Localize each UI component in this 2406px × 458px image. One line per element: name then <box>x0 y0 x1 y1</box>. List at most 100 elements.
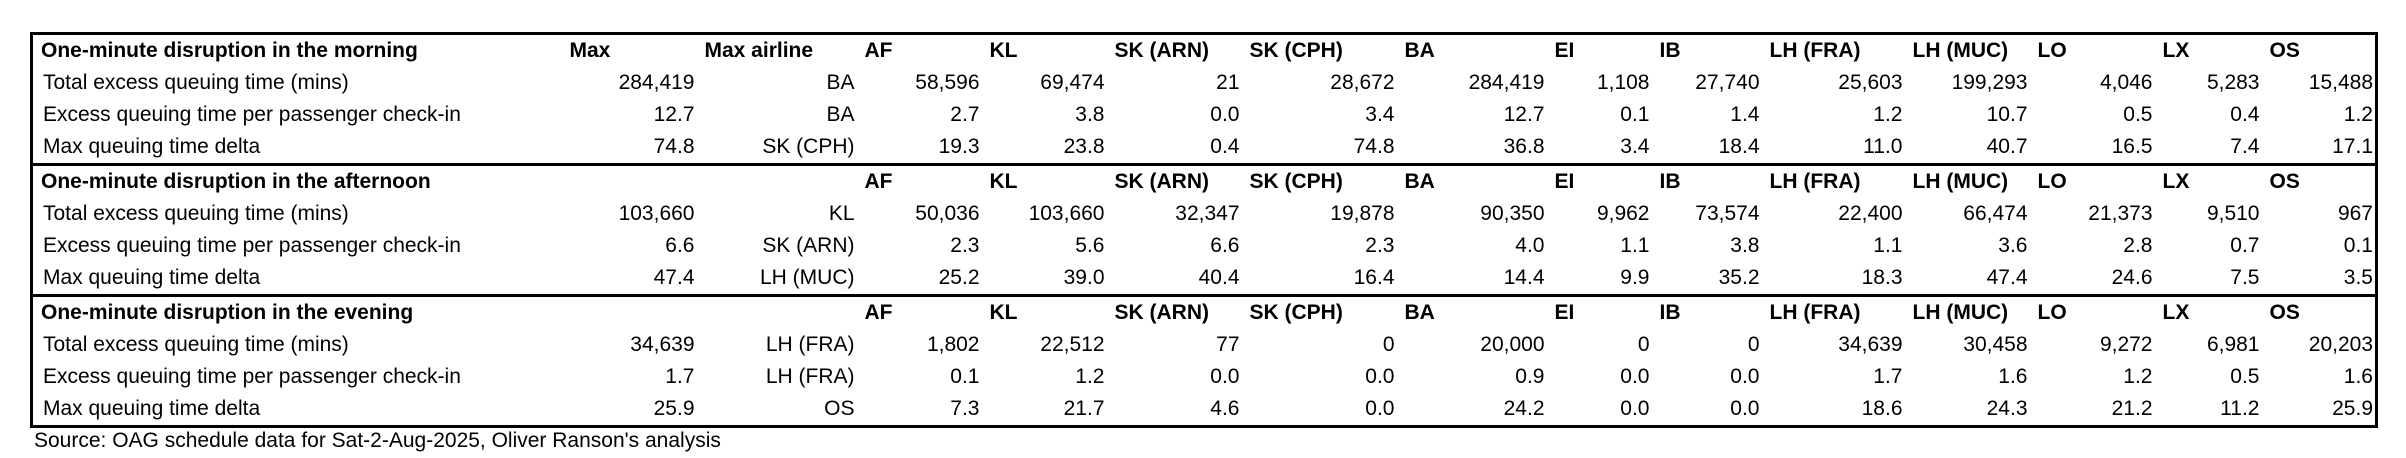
row-label: Excess queuing time per passenger check-… <box>43 365 461 388</box>
column-header-max-airline: Max airline <box>704 39 814 62</box>
value-cell: 0.0 <box>1210 365 1240 388</box>
airline-column-header: IB <box>1651 294 1762 329</box>
max-airline-cell: SK (ARN) <box>762 234 855 257</box>
value-cell: 20,000 <box>1480 333 1545 356</box>
value-cell: 1.2 <box>1873 103 1903 126</box>
row-label: Max queuing time delta <box>43 266 261 289</box>
airline-column-header: BA <box>1396 294 1547 329</box>
value-cell: 19,878 <box>1330 202 1395 225</box>
airline-column-header: EI <box>1546 294 1652 329</box>
value-cell: 1.7 <box>1873 365 1903 388</box>
empty-header-cell <box>561 294 697 329</box>
value-cell: 18.4 <box>1718 135 1760 158</box>
row-label: Total excess queuing time (mins) <box>43 333 349 356</box>
section-title: One-minute disruption in the morning <box>41 39 418 62</box>
value-cell: 0.4 <box>1210 135 1240 158</box>
value-cell: 77 <box>1216 333 1240 356</box>
column-header-max: Max <box>569 39 611 62</box>
value-cell: 74.8 <box>1353 135 1395 158</box>
value-cell: 25.2 <box>938 266 980 289</box>
table-row: Total excess queuing time (mins) 34,639 LH… <box>32 329 2377 361</box>
value-cell: 25,603 <box>1838 71 1903 94</box>
value-cell: 90,350 <box>1480 202 1545 225</box>
value-cell: 284,419 <box>1468 71 1545 94</box>
section-title: One-minute disruption in the evening <box>31 294 562 329</box>
value-cell: 0.0 <box>1210 103 1240 126</box>
value-cell: 0 <box>1637 333 1650 356</box>
value-cell: 1.2 <box>2343 103 2373 126</box>
value-cell: 17.1 <box>2332 135 2373 158</box>
value-cell: 25.9 <box>2332 397 2373 420</box>
value-cell: 18.6 <box>1861 397 1903 420</box>
max-value-cell: 284,419 <box>618 71 695 94</box>
table-row: Max queuing time delta 25.9 OS 7.3 21.7 4.6 0.… <box>32 393 2377 427</box>
value-cell: 21,373 <box>2088 202 2153 225</box>
airline-column-header: LH (MUC) <box>1904 163 2030 198</box>
value-cell: 7.3 <box>950 397 980 420</box>
value-cell: 1.1 <box>1620 234 1650 257</box>
value-cell: 2.8 <box>2123 234 2153 257</box>
table-row: Excess queuing time per passenger check-… <box>32 99 2377 131</box>
value-cell: 66,474 <box>1963 202 2028 225</box>
value-cell: 4.6 <box>1210 397 1240 420</box>
table-row: Total excess queuing time (mins) 284,419 B… <box>32 67 2377 99</box>
row-label: Total excess queuing time (mins) <box>43 202 349 225</box>
value-cell: 15,488 <box>2308 71 2373 94</box>
value-cell: 3.8 <box>1730 234 1760 257</box>
max-airline-cell: KL <box>828 202 855 225</box>
airline-column-header: AF <box>856 163 982 198</box>
row-label: Max queuing time delta <box>43 397 261 420</box>
value-cell: 7.5 <box>2230 266 2260 289</box>
value-cell: 21 <box>1216 71 1240 94</box>
airline-column-header: LX <box>2162 39 2190 62</box>
max-value-cell: 6.6 <box>665 234 695 257</box>
value-cell: 1,802 <box>926 333 980 356</box>
airline-column-header: SK (CPH) <box>1241 294 1397 329</box>
value-cell: 2.3 <box>950 234 980 257</box>
value-cell: 14.4 <box>1503 266 1545 289</box>
value-cell: 47.4 <box>1986 266 2028 289</box>
value-cell: 0.0 <box>1620 397 1650 420</box>
max-value-cell: 74.8 <box>653 135 695 158</box>
max-airline-cell: OS <box>824 397 855 420</box>
airline-column-header: SK (ARN) <box>1106 294 1242 329</box>
value-cell: 12.7 <box>1503 103 1545 126</box>
airline-column-header: LO <box>2029 294 2155 329</box>
empty-header-cell <box>561 163 697 198</box>
value-cell: 0.0 <box>1730 365 1760 388</box>
disruption-table: One-minute disruption in the morning Max M… <box>30 32 2378 428</box>
row-label: Excess queuing time per passenger check-… <box>43 234 461 257</box>
max-airline-cell: BA <box>826 71 855 94</box>
value-cell: 10.7 <box>1986 103 2028 126</box>
value-cell: 0.4 <box>2230 103 2260 126</box>
value-cell: 0.1 <box>950 365 980 388</box>
value-cell: 20,203 <box>2308 333 2373 356</box>
max-value-cell: 12.7 <box>653 103 695 126</box>
airline-column-header: LH (FRA) <box>1769 39 1861 62</box>
value-cell: 0.1 <box>2343 234 2373 257</box>
value-cell: 9,272 <box>2099 333 2153 356</box>
value-cell: 22,400 <box>1838 202 1903 225</box>
airline-column-header: OS <box>2261 294 2377 329</box>
max-value-cell: 25.9 <box>653 397 695 420</box>
table-row: Max queuing time delta 47.4 LH (MUC) 25.2 39… <box>32 262 2377 296</box>
value-cell: 21.2 <box>2111 397 2153 420</box>
row-label: Max queuing time delta <box>43 135 261 158</box>
value-cell: 9,510 <box>2206 202 2260 225</box>
value-cell: 24.2 <box>1503 397 1545 420</box>
table-row: Excess queuing time per passenger check-… <box>32 361 2377 393</box>
value-cell: 27,740 <box>1695 71 1760 94</box>
airline-column-header: OS <box>2269 39 2300 62</box>
section-header-row: One-minute disruption in the afternoon AF… <box>31 163 2377 198</box>
value-cell: 16.5 <box>2111 135 2153 158</box>
value-cell: 32,347 <box>1175 202 1240 225</box>
max-airline-cell: LH (FRA) <box>765 365 855 388</box>
value-cell: 40.4 <box>1198 266 1240 289</box>
value-cell: 39.0 <box>1063 266 1105 289</box>
section-header-row: One-minute disruption in the morning Max M… <box>32 34 2377 68</box>
max-value-cell: 34,639 <box>630 333 695 356</box>
airline-column-header: SK (ARN) <box>1106 163 1242 198</box>
value-cell: 11.2 <box>2220 397 2260 420</box>
table-body: One-minute disruption in the morning Max M… <box>31 34 2377 427</box>
value-cell: 35.2 <box>1718 266 1760 289</box>
